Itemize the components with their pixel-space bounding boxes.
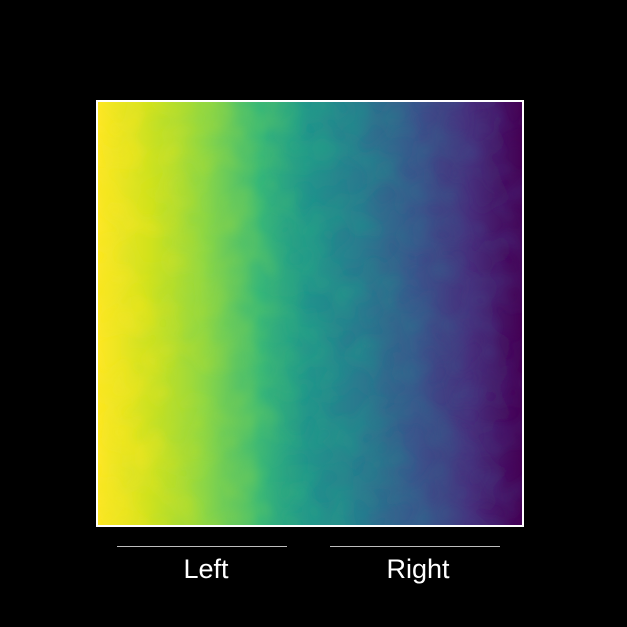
right-divider-line <box>330 546 500 547</box>
left-divider-line <box>117 546 287 547</box>
left-label: Left <box>183 554 229 584</box>
right-label: Right <box>386 554 450 584</box>
noise-field-panel <box>96 100 524 527</box>
noise-field-image <box>98 102 522 525</box>
